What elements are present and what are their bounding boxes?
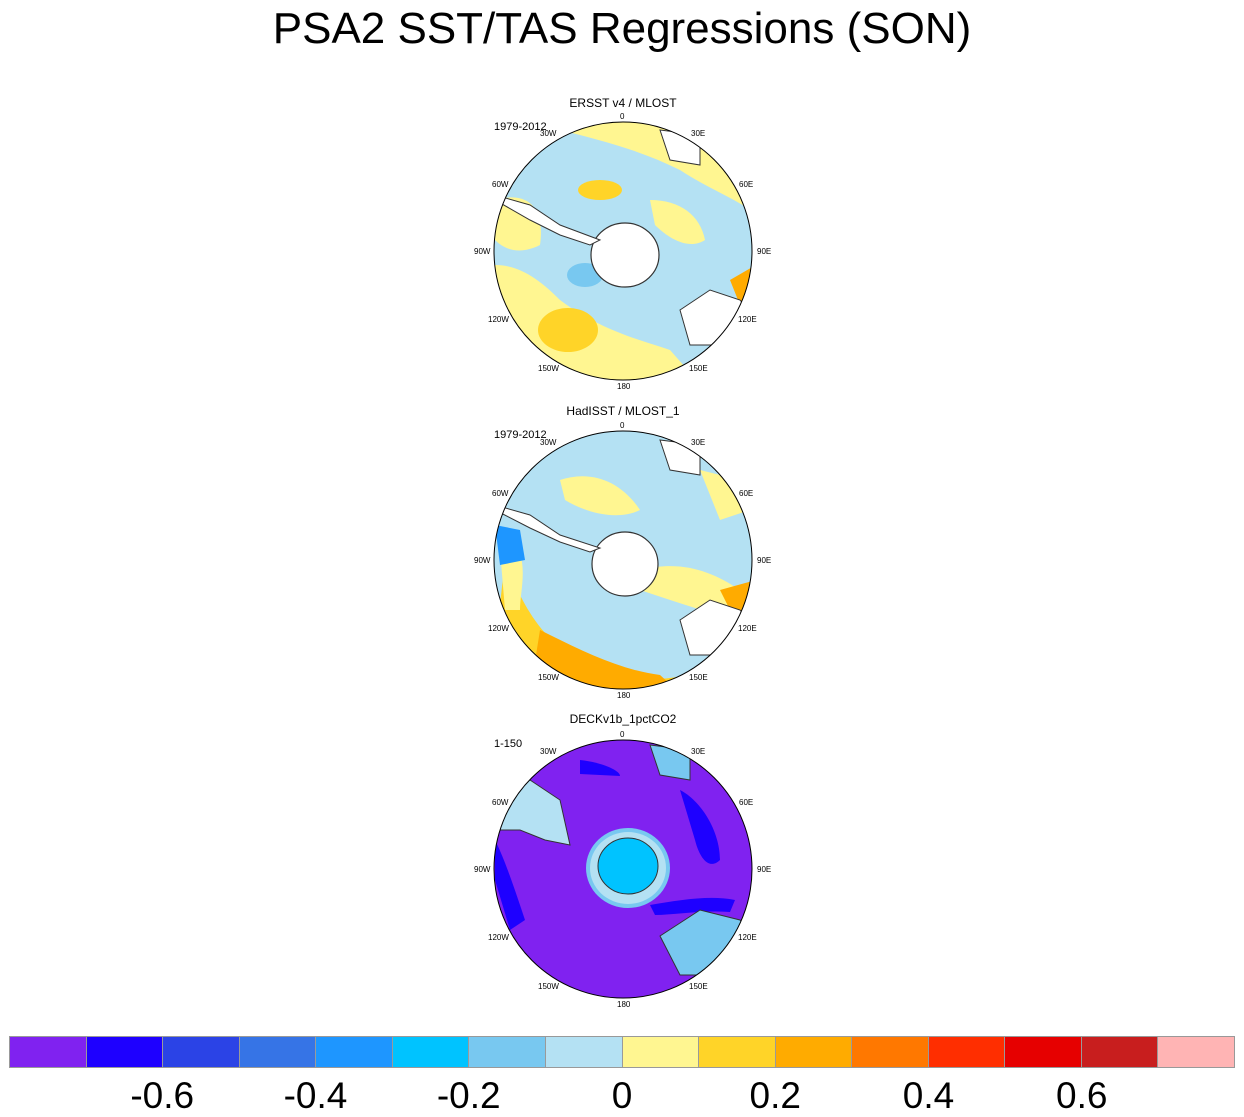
lon-label: 120E <box>738 933 757 942</box>
map-3-border <box>493 739 753 999</box>
lon-label: 180 <box>617 691 631 700</box>
panel-3-title: DECKv1b_1pctCO2 <box>569 712 677 726</box>
colorbar-box <box>163 1037 240 1067</box>
lon-label: 30W <box>540 129 557 138</box>
map-deck <box>494 740 752 998</box>
lon-label: 150E <box>689 982 708 991</box>
lon-label: 120E <box>738 315 757 324</box>
lon-label: 150W <box>538 982 559 991</box>
colorbar-box <box>775 1037 853 1067</box>
colorbar-box <box>1005 1037 1082 1067</box>
lon-label: 30W <box>540 438 557 447</box>
colorbar-box <box>316 1037 393 1067</box>
panel-1-period: 1979-2012 <box>494 121 547 133</box>
map-ersst <box>494 122 752 380</box>
lon-label: 60W <box>492 798 509 807</box>
panel-3-period: 1-150 <box>494 738 523 750</box>
map-2-border <box>493 430 753 690</box>
colorbar-box <box>622 1037 700 1067</box>
colorbar-tick-label: -0.4 <box>283 1075 348 1116</box>
panel-2-title: HadISST / MLOST_1 <box>566 404 680 418</box>
lon-label: 120W <box>488 933 509 942</box>
map-hadisst <box>494 431 752 689</box>
lon-label: 150W <box>538 673 559 682</box>
colorbar-box <box>469 1037 546 1067</box>
lon-label: 90E <box>757 556 772 565</box>
lon-label: 60W <box>492 180 509 189</box>
colorbar-box <box>392 1037 470 1067</box>
figure-title: PSA2 SST/TAS Regressions (SON) <box>272 4 972 53</box>
colorbar-box <box>1081 1037 1159 1067</box>
lon-label: 90W <box>474 556 491 565</box>
colorbar-box <box>928 1037 1006 1067</box>
lon-label: 120W <box>488 624 509 633</box>
lon-label: 150E <box>689 364 708 373</box>
lon-label: 90E <box>757 865 772 874</box>
colorbar-box <box>1158 1037 1234 1067</box>
lon-label: 150E <box>689 673 708 682</box>
lon-label: 60E <box>739 180 754 189</box>
colorbar-box <box>699 1037 776 1067</box>
lon-label: 30E <box>691 438 706 447</box>
panel-2-period: 1979-2012 <box>494 429 547 441</box>
lon-label: 90W <box>474 865 491 874</box>
lon-label: 90E <box>757 247 772 256</box>
lon-label: 120W <box>488 315 509 324</box>
panel-1-title: ERSST v4 / MLOST <box>569 96 677 110</box>
lon-label: 0 <box>620 421 625 430</box>
colorbar-tick-label: 0.6 <box>1056 1075 1108 1116</box>
colorbar-tick-label: 0.4 <box>902 1075 955 1116</box>
lon-label: 30E <box>691 747 706 756</box>
map-1-border <box>493 121 753 381</box>
lon-label: 120E <box>738 624 757 633</box>
colorbar-tick-label: 0 <box>611 1075 633 1116</box>
colorbar-box <box>852 1037 929 1067</box>
colorbar <box>9 1036 1235 1068</box>
colorbar-box <box>239 1037 317 1067</box>
lon-label: 0 <box>620 112 625 121</box>
lon-label: 30E <box>691 129 706 138</box>
lon-label: 0 <box>620 730 625 739</box>
lon-label: 90W <box>474 247 491 256</box>
lon-label: 60E <box>739 798 754 807</box>
lon-label: 180 <box>617 1000 631 1009</box>
lon-label: 60W <box>492 489 509 498</box>
lon-label: 150W <box>538 364 559 373</box>
colorbar-tick-label: 0.2 <box>749 1075 801 1116</box>
lon-label: 30W <box>540 747 557 756</box>
colorbar-box <box>10 1037 87 1067</box>
colorbar-box <box>86 1037 164 1067</box>
lon-label: 60E <box>739 489 754 498</box>
colorbar-tick-label: -0.2 <box>436 1075 501 1116</box>
lon-label: 180 <box>617 382 631 391</box>
colorbar-tick-label: -0.6 <box>130 1075 195 1116</box>
colorbar-box <box>545 1037 623 1067</box>
